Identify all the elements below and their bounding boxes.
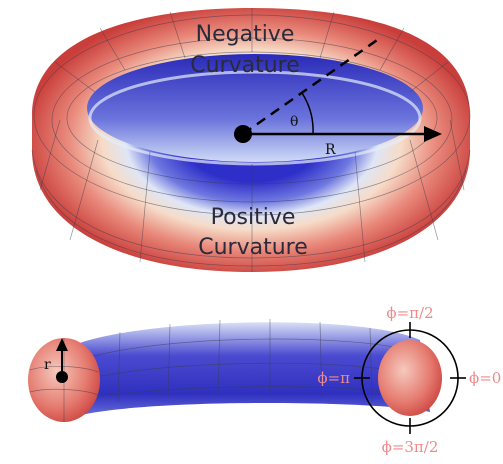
- theta-arc: [301, 92, 314, 135]
- negative-curvature-label-line2: Curvature: [190, 53, 300, 78]
- half-torus-surface: [60, 322, 430, 418]
- angle-dashed-line: [242, 36, 381, 136]
- minor-radius-label: r: [44, 357, 51, 373]
- phi-bottom-label: ϕ=3π/2: [382, 438, 439, 456]
- phi-top-label: ϕ=π/2: [386, 304, 433, 322]
- right-cross-section-cap: [378, 340, 442, 416]
- minor-center-dot-icon: [56, 371, 68, 383]
- positive-curvature-label-line2: Curvature: [198, 235, 308, 260]
- arrow-right-icon: [424, 126, 442, 142]
- negative-curvature-label-line1: Negative: [196, 22, 295, 47]
- theta-label: θ: [290, 114, 298, 130]
- center-dot-icon: [234, 125, 252, 143]
- half-torus-cross-section: r ϕ=π/2 ϕ=π ϕ=0 ϕ=3π/2: [28, 304, 501, 456]
- arrow-up-icon: [56, 338, 68, 351]
- positive-curvature-label-line1: Positive: [211, 205, 296, 230]
- phi-left-label: ϕ=π: [317, 369, 350, 387]
- torus-meridians: [39, 8, 465, 272]
- torus-hole-rim: [88, 70, 422, 166]
- top-torus: Negative Curvature θ R Positive Curvatur…: [31, 8, 471, 272]
- phi-right-label: ϕ=0: [469, 369, 501, 387]
- radius-label: R: [325, 142, 336, 158]
